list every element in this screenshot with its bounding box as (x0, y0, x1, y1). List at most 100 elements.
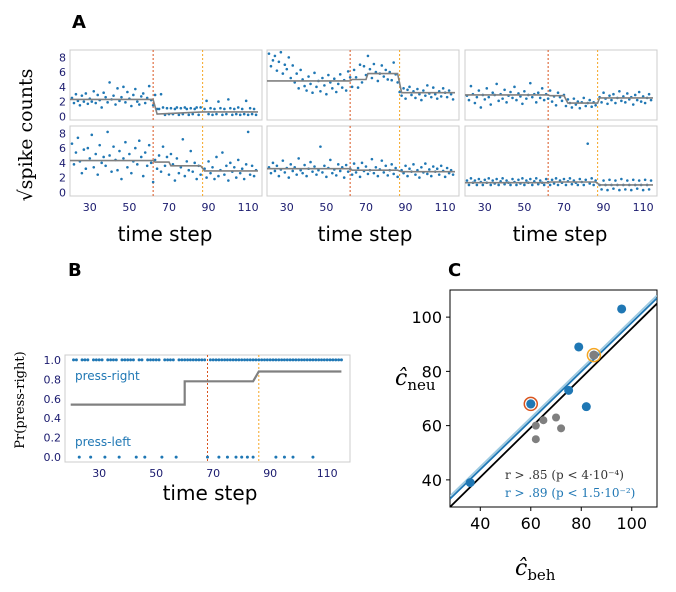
press-left-point (174, 455, 178, 459)
press-right-point (325, 358, 329, 362)
data-point (408, 85, 411, 89)
data-point (469, 177, 473, 180)
category-label-right: press-right (75, 369, 140, 383)
data-point (418, 176, 421, 179)
panel-label-a: A (72, 12, 86, 33)
data-point (386, 78, 390, 81)
data-point (479, 106, 483, 109)
x-tick-label: 70 (557, 201, 571, 214)
press-right-point (282, 358, 286, 362)
data-point (183, 106, 187, 109)
data-point (548, 183, 552, 187)
data-point (594, 179, 597, 182)
press-left-point (240, 455, 244, 459)
data-point (352, 68, 356, 72)
data-point (590, 177, 593, 180)
press-right-point (120, 358, 124, 362)
data-point (544, 177, 548, 181)
data-point (287, 176, 291, 179)
data-point (250, 164, 254, 168)
annotation-all: r > .85 (p < 4·10⁻⁴) (505, 468, 624, 482)
blue-point (574, 342, 584, 352)
data-point (400, 94, 403, 97)
data-point (134, 87, 137, 91)
data-point (149, 161, 153, 165)
data-point (275, 164, 279, 168)
data-point (477, 89, 481, 92)
data-point (291, 64, 295, 67)
data-point (475, 95, 479, 99)
data-point (376, 79, 380, 83)
data-point (631, 103, 635, 106)
data-point (406, 88, 409, 92)
data-point (568, 177, 572, 180)
press-right-point (151, 358, 155, 362)
data-point (584, 104, 588, 108)
press-right-point (100, 358, 104, 362)
data-point (447, 89, 451, 92)
data-point (350, 85, 354, 89)
data-point (135, 163, 139, 166)
data-point (295, 173, 298, 176)
press-right-point (248, 358, 252, 362)
data-point (362, 64, 366, 68)
data-point (641, 95, 645, 98)
x-tick-label: 30 (92, 467, 106, 480)
data-point (271, 161, 275, 165)
annotation-blue: r > .89 (p < 1.5·10⁻²) (505, 486, 635, 500)
press-right-point (337, 358, 341, 362)
data-point (248, 173, 252, 176)
data-point (643, 178, 647, 182)
press-left-point (89, 455, 93, 459)
data-point (534, 177, 538, 180)
data-point (175, 106, 179, 109)
data-point (165, 106, 169, 110)
data-point (641, 188, 645, 192)
data-point (608, 178, 611, 182)
data-point (497, 183, 500, 187)
data-point (550, 100, 554, 103)
data-point (525, 179, 528, 182)
x-tick-label: 110 (238, 201, 259, 214)
press-right-point (180, 358, 184, 362)
data-point (356, 86, 360, 89)
data-point (205, 176, 208, 179)
data-point (199, 173, 202, 176)
data-point (120, 95, 123, 99)
data-point (106, 101, 109, 104)
press-right-point (254, 358, 258, 362)
data-point (529, 177, 532, 181)
data-point (418, 92, 421, 96)
press-right-point (291, 358, 295, 362)
press-right-point (311, 358, 315, 362)
data-point (254, 113, 258, 117)
data-point (627, 98, 631, 101)
gray-point (552, 413, 561, 422)
data-point (370, 157, 374, 161)
data-point (521, 177, 524, 180)
gray-point (557, 424, 566, 433)
press-right-point (123, 358, 127, 362)
data-point (277, 174, 281, 178)
data-point (560, 99, 564, 103)
data-point (96, 173, 100, 176)
data-point (410, 93, 413, 97)
data-point (250, 112, 254, 116)
data-point (422, 89, 425, 92)
y-tick-label: 100 (411, 308, 442, 327)
press-left-point (206, 455, 209, 459)
press-right-point (231, 358, 235, 362)
press-left-point (134, 455, 138, 459)
data-point (631, 178, 635, 182)
data-point (424, 94, 427, 97)
press-right-point (265, 358, 269, 362)
data-point (106, 130, 109, 134)
blue-point (465, 478, 475, 488)
data-point (588, 182, 592, 185)
press-right-point (114, 358, 118, 362)
subplot-2-2: 30 50 70 90 110 (266, 125, 460, 214)
panel-c-xlabel: ĉbeh (515, 556, 556, 584)
data-point (130, 171, 133, 175)
fit-line (267, 167, 455, 173)
data-point (600, 188, 603, 191)
